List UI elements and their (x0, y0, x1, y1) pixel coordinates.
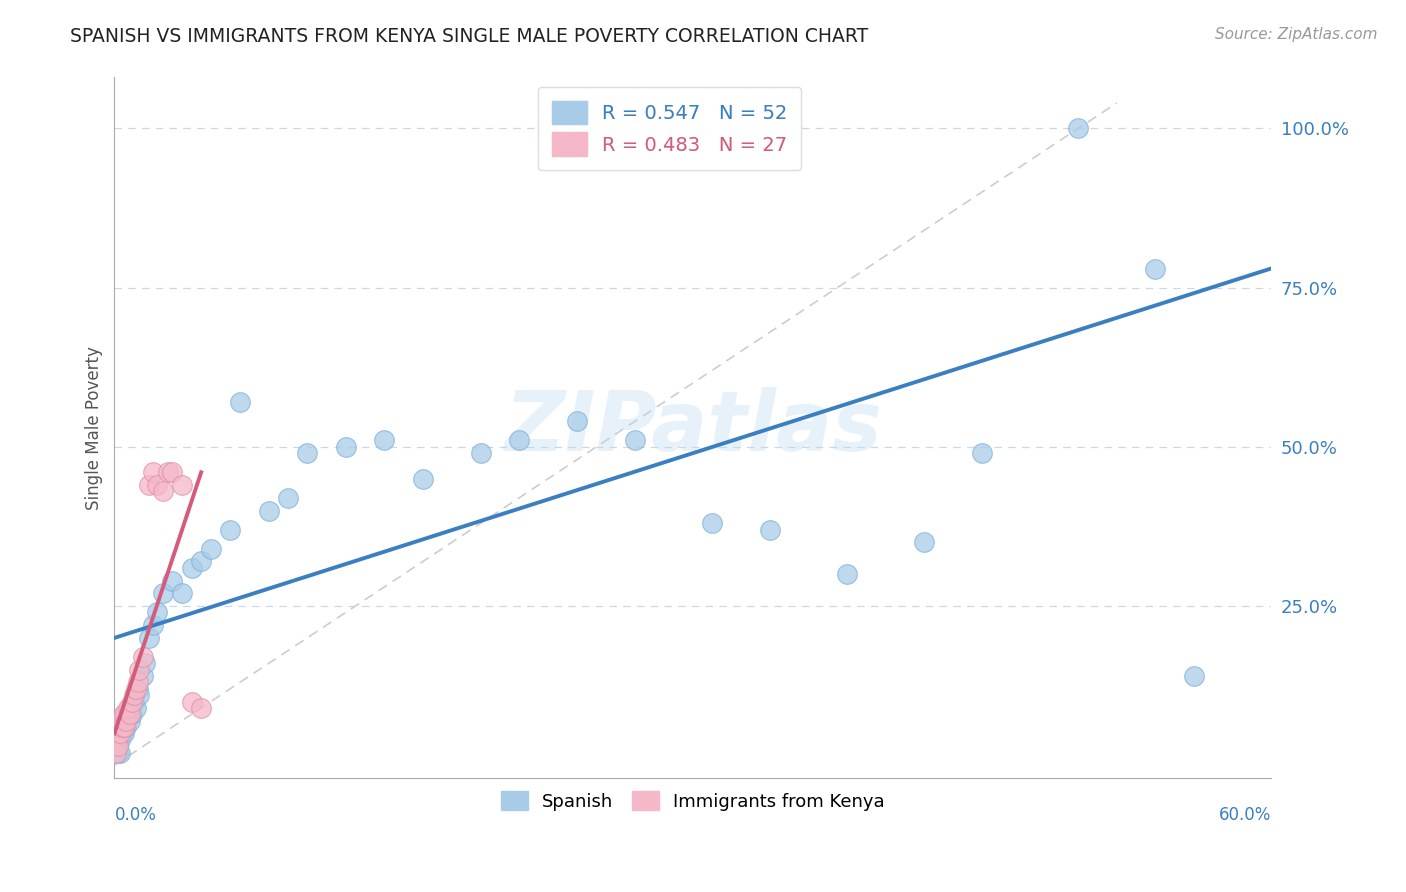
Point (118, 714, 141, 728)
Point (118, 701, 141, 715)
Point (117, 701, 139, 715)
Point (373, 434, 395, 448)
Point (157, 465, 180, 479)
Text: 60.0%: 60.0% (1219, 806, 1271, 824)
Point (105, 726, 128, 740)
Point (108, 732, 131, 747)
Point (700, 516, 723, 531)
Point (277, 491, 299, 505)
Point (142, 465, 165, 479)
Point (138, 631, 160, 645)
Point (108, 726, 131, 740)
Point (108, 746, 131, 760)
Point (124, 701, 146, 715)
Point (111, 720, 134, 734)
Point (132, 650, 155, 665)
Point (105, 720, 128, 734)
Point (335, 440, 357, 454)
Point (142, 618, 165, 632)
Point (105, 732, 128, 747)
Point (108, 714, 131, 728)
Point (565, 414, 588, 428)
Point (759, 523, 782, 537)
Point (180, 561, 202, 575)
Text: SPANISH VS IMMIGRANTS FROM KENYA SINGLE MALE POVERTY CORRELATION CHART: SPANISH VS IMMIGRANTS FROM KENYA SINGLE … (70, 27, 869, 45)
Point (470, 446, 492, 460)
Point (1182, 669, 1205, 683)
Point (121, 695, 143, 709)
Point (180, 695, 202, 709)
Point (200, 541, 222, 556)
Point (112, 720, 135, 734)
Point (124, 681, 146, 696)
Point (112, 726, 135, 740)
Point (107, 746, 129, 760)
Text: 0.0%: 0.0% (114, 806, 156, 824)
Point (146, 478, 169, 492)
Point (108, 720, 131, 734)
Point (128, 663, 150, 677)
Point (912, 535, 935, 549)
Point (128, 688, 150, 702)
Point (295, 446, 318, 460)
Text: ZIPatlas: ZIPatlas (503, 387, 882, 468)
Point (132, 669, 155, 683)
Y-axis label: Single Male Poverty: Single Male Poverty (86, 346, 103, 509)
Point (115, 714, 138, 728)
Legend: R = 0.547   N = 52, R = 0.483   N = 27: R = 0.547 N = 52, R = 0.483 N = 27 (538, 87, 801, 169)
Point (122, 695, 145, 709)
Text: Source: ZipAtlas.com: Source: ZipAtlas.com (1215, 27, 1378, 42)
Point (152, 586, 174, 600)
Point (257, 503, 280, 517)
Point (112, 707, 135, 722)
Point (115, 720, 138, 734)
Point (228, 395, 250, 409)
Point (105, 746, 128, 760)
Point (162, 465, 184, 479)
Point (170, 478, 193, 492)
Point (970, 446, 993, 460)
Point (1067, 121, 1090, 136)
Point (127, 681, 149, 696)
Point (127, 675, 149, 690)
Point (219, 523, 242, 537)
Point (146, 606, 169, 620)
Point (624, 434, 647, 448)
Point (170, 586, 193, 600)
Point (107, 726, 129, 740)
Point (111, 714, 134, 728)
Point (138, 478, 160, 492)
Point (107, 732, 129, 747)
Point (107, 739, 129, 754)
Point (190, 701, 212, 715)
Point (1144, 261, 1167, 276)
Point (117, 707, 139, 722)
Point (121, 707, 143, 722)
Point (118, 707, 141, 722)
Point (152, 484, 174, 499)
Point (107, 739, 129, 754)
Point (162, 574, 184, 588)
Point (111, 726, 134, 740)
Point (122, 688, 145, 702)
Point (835, 567, 858, 582)
Point (134, 657, 156, 671)
Point (412, 472, 434, 486)
Point (112, 707, 135, 722)
Point (190, 554, 212, 568)
Point (508, 434, 530, 448)
